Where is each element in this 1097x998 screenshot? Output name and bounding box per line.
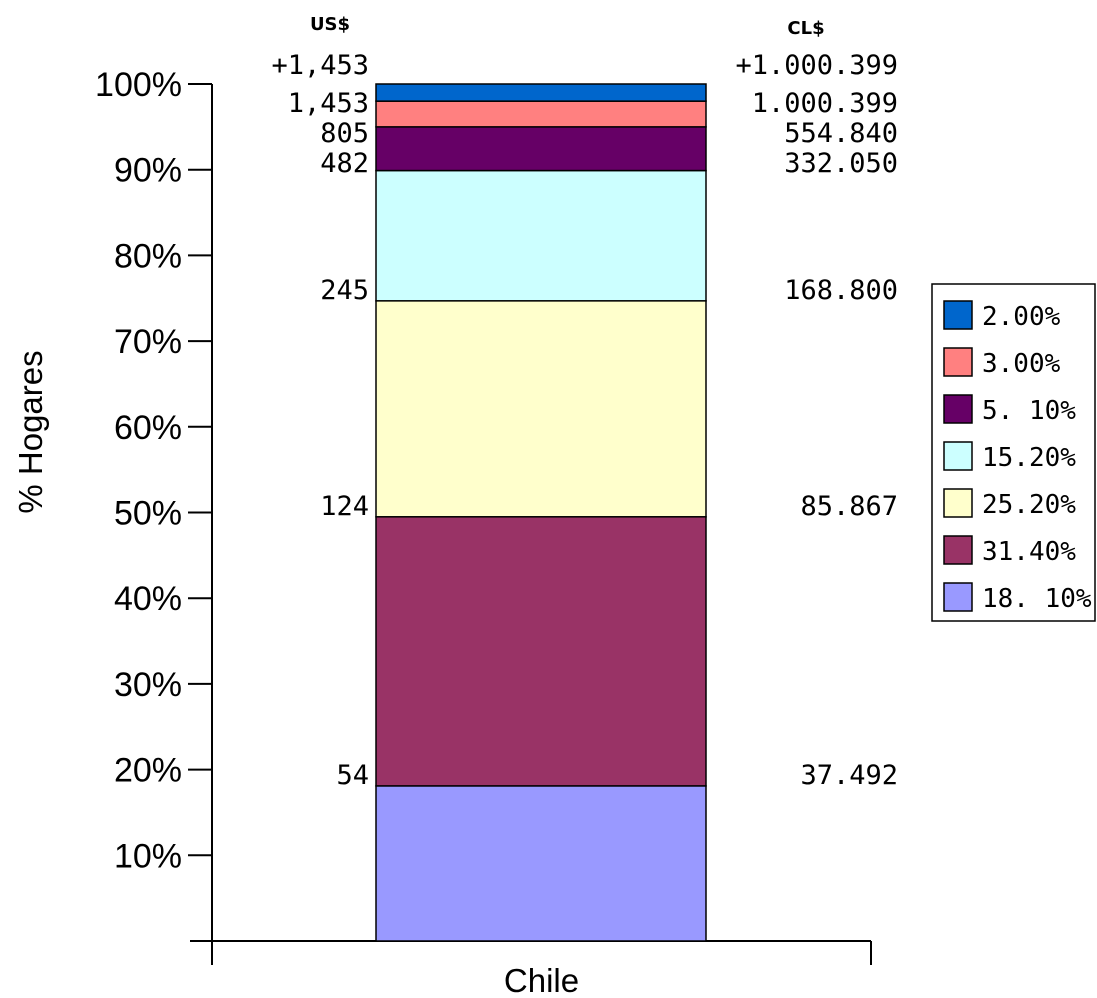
y-axis-label: % Hogares xyxy=(12,350,49,513)
clp-boundary-label: 1.000.399 xyxy=(752,88,898,119)
legend-swatch xyxy=(943,300,973,330)
currency-header-usd: US$ xyxy=(310,14,350,35)
y-tick-label: 50% xyxy=(114,495,182,533)
y-axis: 10% 20% 30% 40% 50% 60% 70% 80% 90% 100% xyxy=(95,66,213,941)
legend-swatch xyxy=(943,535,973,565)
legend-label: 25.20% xyxy=(982,490,1076,520)
x-axis: Chile xyxy=(190,940,872,998)
legend-label: 2.00% xyxy=(982,302,1061,332)
bar-segment xyxy=(375,516,707,787)
y-tick-label: 20% xyxy=(114,752,182,790)
legend-swatch xyxy=(943,582,973,612)
y-tick-label: 60% xyxy=(114,409,182,447)
usd-boundary-label: +1,453 xyxy=(271,50,369,81)
usd-boundary-label: 482 xyxy=(320,148,369,179)
y-tick-label: 70% xyxy=(114,323,182,361)
legend-label: 15.20% xyxy=(982,443,1076,473)
usd-boundary-label: 54 xyxy=(336,760,369,791)
usd-boundary-label: 245 xyxy=(320,275,369,306)
clp-boundary-label: 85.867 xyxy=(800,491,898,522)
legend: 2.00% 3.00% 5. 10% 15.20% 25.20% 31.40% 18. 10… xyxy=(931,283,1096,622)
legend-label: 5. 10% xyxy=(982,396,1076,426)
y-tick-label: 40% xyxy=(114,580,182,618)
clp-boundary-label: 168.800 xyxy=(784,275,898,306)
usd-boundary-label: 1,453 xyxy=(288,88,369,119)
bar-stack xyxy=(375,83,707,942)
clp-boundary-label: 554.840 xyxy=(784,118,898,149)
bar-segment xyxy=(375,126,707,172)
bar-segment xyxy=(375,785,707,942)
usd-boundary-label: 124 xyxy=(320,491,369,522)
y-tick-label: 90% xyxy=(114,152,182,190)
y-tick-label: 100% xyxy=(95,66,182,104)
bar-segment xyxy=(375,100,707,128)
legend-swatch xyxy=(943,441,973,471)
legend-swatch xyxy=(943,488,973,518)
clp-boundary-label: 332.050 xyxy=(784,148,898,179)
bar-segment xyxy=(375,83,707,102)
legend-label: 3.00% xyxy=(982,349,1061,379)
y-tick-label: 10% xyxy=(114,837,182,875)
usd-boundary-label: 805 xyxy=(320,118,369,149)
clp-boundary-label: 37.492 xyxy=(800,760,898,791)
bar-segment xyxy=(375,300,707,518)
y-tick-label: 30% xyxy=(114,666,182,704)
legend-label: 31.40% xyxy=(982,537,1076,567)
x-tick-label: Chile xyxy=(504,962,579,998)
legend-label: 18. 10% xyxy=(982,584,1092,614)
y-tick-label: 80% xyxy=(114,237,182,275)
clp-boundary-label: +1.000.399 xyxy=(735,50,898,81)
boundary-labels: US$ CL$ 54 37.492 124 85.867 245 168.800 482 332.… xyxy=(271,14,898,791)
currency-header-clp: CL$ xyxy=(787,18,824,39)
legend-swatch xyxy=(943,347,973,377)
bar-segment xyxy=(375,169,707,302)
legend-swatch xyxy=(943,394,973,424)
